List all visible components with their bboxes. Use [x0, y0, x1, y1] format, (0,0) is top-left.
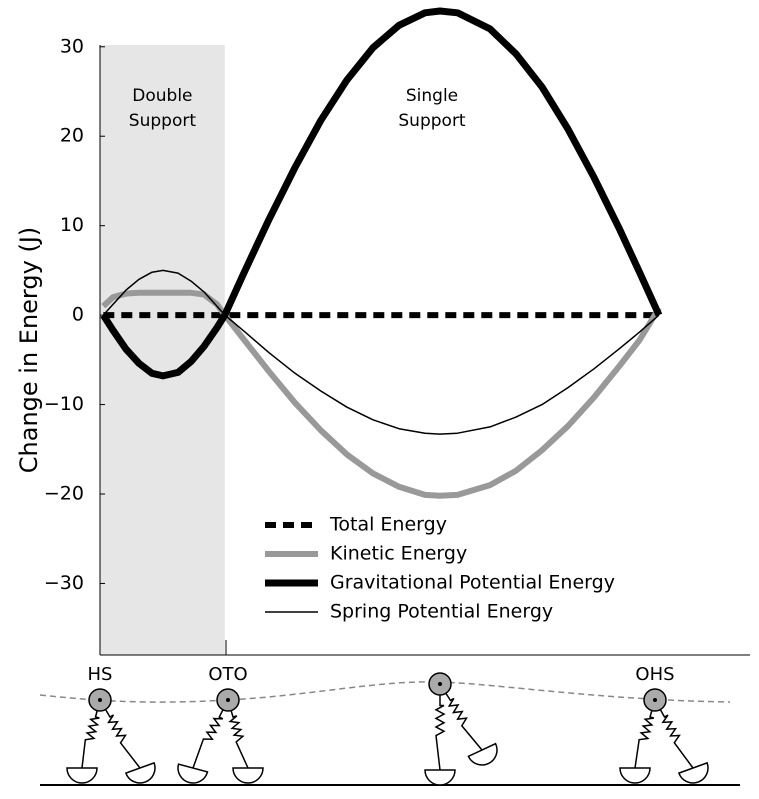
foot [232, 767, 264, 784]
series-line [102, 269, 660, 435]
foot [424, 769, 456, 786]
legend-label: Total Energy [329, 514, 447, 536]
region-label: Support [129, 111, 197, 131]
legend-label: Gravitational Potential Energy [330, 572, 615, 594]
foot [124, 761, 156, 784]
regions [100, 45, 225, 655]
y-tick-label: 0 [72, 304, 84, 326]
com-path [39, 681, 731, 703]
shaded-region [100, 45, 225, 655]
spring-leg [439, 683, 483, 751]
y-axis-label: Change in Energy (J) [15, 227, 43, 473]
foot [677, 761, 709, 784]
legend-label: Spring Potential Energy [330, 601, 553, 623]
foot [66, 767, 98, 784]
spring-leg [434, 684, 446, 771]
foot [177, 763, 209, 784]
y-tick-label: 30 [60, 35, 84, 57]
spring-leg [227, 699, 249, 769]
spring-leg [81, 699, 101, 769]
series-line [101, 289, 662, 499]
y-tick-label: 20 [60, 125, 84, 147]
spring-leg [654, 699, 694, 769]
hip-center [98, 698, 102, 702]
y-tick-label: −20 [44, 483, 84, 505]
foot [619, 767, 651, 784]
y-tick-label: 10 [60, 214, 84, 236]
spring-leg [192, 699, 229, 769]
series-line [100, 7, 663, 380]
hip-center [438, 682, 442, 686]
gait-label: OHS [635, 664, 674, 685]
hip-center [226, 698, 230, 702]
y-tick-label: −10 [44, 393, 84, 415]
foot [467, 742, 498, 766]
spring-leg [99, 699, 141, 769]
spring-leg [634, 699, 656, 769]
gait-label: OTO [208, 664, 247, 685]
annotation: Single [406, 86, 458, 106]
legend-label: Kinetic Energy [330, 543, 467, 565]
annotation: Support [398, 111, 466, 131]
y-tick-label: −30 [44, 572, 84, 594]
hip-center [653, 698, 657, 702]
gait-label: HS [88, 664, 113, 685]
walker-figures [66, 672, 709, 786]
region-label: Double [132, 86, 192, 106]
